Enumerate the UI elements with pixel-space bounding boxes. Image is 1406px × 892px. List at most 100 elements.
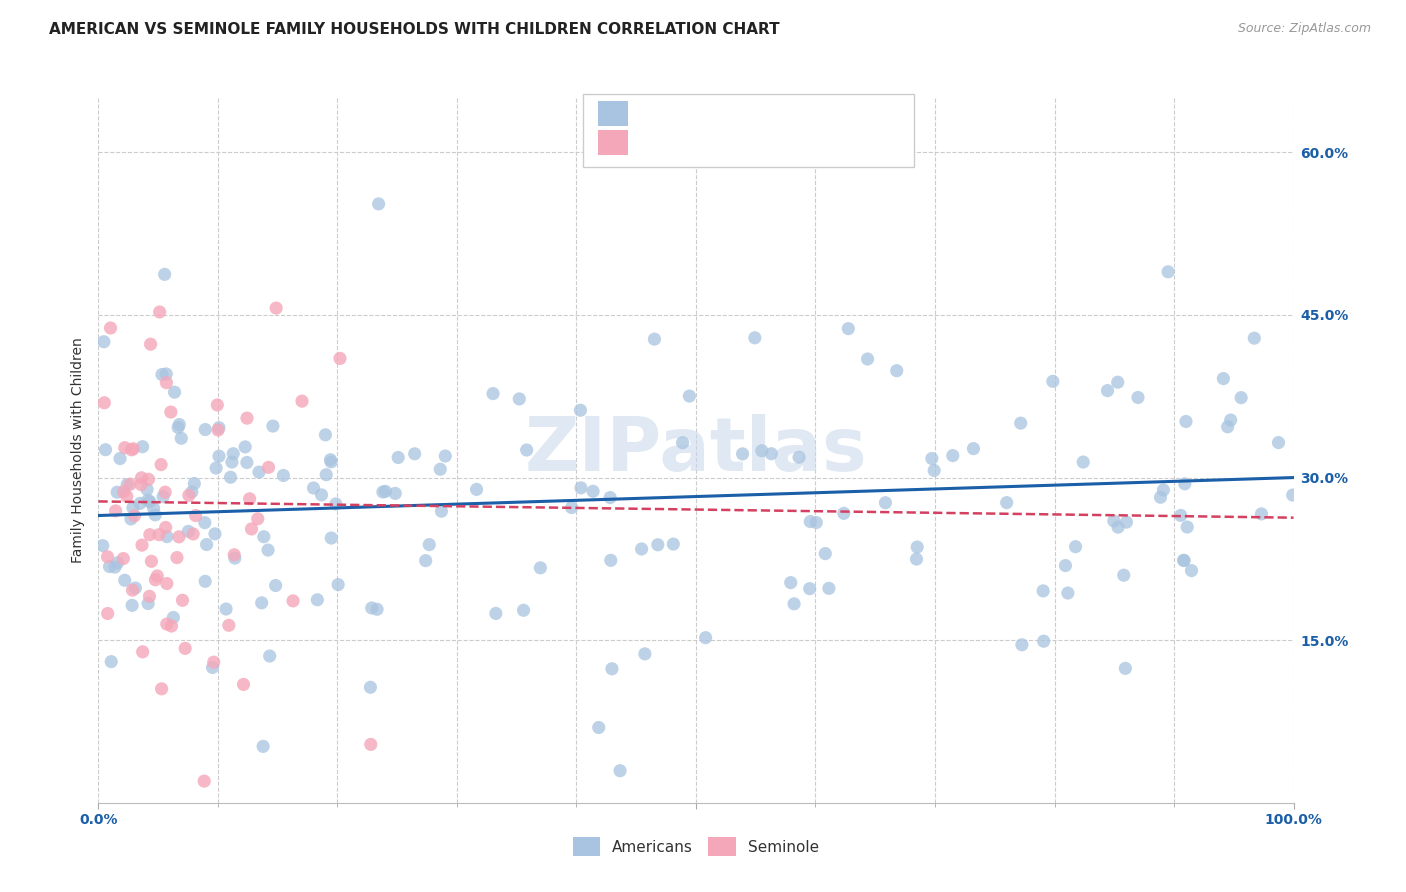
Point: [121, 442, 143, 457]
Point: [1174, 476, 1197, 491]
Point: [321, 531, 343, 545]
Point: [529, 561, 551, 575]
Point: [647, 538, 669, 552]
Point: [962, 442, 984, 456]
Point: [155, 367, 177, 381]
Point: [150, 368, 173, 382]
Point: [170, 431, 193, 445]
Point: [207, 423, 229, 437]
Point: [744, 331, 766, 345]
Point: [194, 574, 217, 589]
Point: [942, 449, 965, 463]
Point: [1097, 384, 1119, 398]
Point: [1170, 508, 1192, 523]
Point: [761, 447, 783, 461]
Point: [1102, 514, 1125, 528]
Point: [671, 435, 693, 450]
Point: [149, 305, 172, 319]
Point: [169, 417, 191, 432]
Point: [201, 660, 224, 674]
Point: [1173, 553, 1195, 567]
Point: [1243, 331, 1265, 345]
Point: [1219, 413, 1241, 427]
Point: [215, 602, 238, 616]
Point: [224, 551, 246, 566]
Point: [250, 596, 273, 610]
Point: [124, 508, 146, 523]
Point: [832, 507, 855, 521]
Point: [783, 597, 806, 611]
Point: [1032, 634, 1054, 648]
Point: [321, 455, 343, 469]
Point: [1173, 553, 1195, 567]
Point: [131, 645, 153, 659]
Point: [374, 484, 396, 499]
Point: [195, 537, 218, 551]
Point: [366, 602, 388, 616]
Text: R =: R =: [637, 136, 671, 150]
Point: [695, 631, 717, 645]
Text: -0.021: -0.021: [685, 136, 740, 150]
Point: [600, 662, 623, 676]
Point: [252, 739, 274, 754]
Point: [247, 465, 270, 479]
Point: [115, 489, 138, 503]
Point: [142, 501, 165, 516]
Point: [143, 508, 166, 522]
Point: [177, 488, 200, 502]
Point: [799, 515, 821, 529]
Point: [273, 468, 295, 483]
Point: [97, 607, 120, 621]
Point: [1250, 507, 1272, 521]
Point: [167, 530, 190, 544]
Point: [148, 527, 170, 541]
Point: [184, 508, 207, 523]
Point: [1054, 558, 1077, 573]
Point: [115, 477, 138, 491]
Point: [180, 485, 202, 500]
Point: [599, 491, 621, 505]
Legend: Americans, Seminole: Americans, Seminole: [567, 831, 825, 862]
Point: [1149, 490, 1171, 504]
Point: [136, 483, 159, 497]
Point: [131, 440, 153, 454]
Point: [208, 420, 231, 434]
Text: R =: R =: [637, 106, 671, 120]
Point: [193, 774, 215, 789]
Point: [599, 553, 621, 567]
Point: [751, 443, 773, 458]
Point: [139, 337, 162, 351]
Point: [921, 451, 943, 466]
Point: [208, 449, 231, 463]
Point: [136, 597, 159, 611]
Point: [630, 541, 652, 556]
Point: [609, 764, 631, 778]
Point: [100, 321, 122, 335]
Point: [138, 590, 160, 604]
Point: [93, 334, 115, 349]
Point: [264, 578, 287, 592]
Point: [307, 592, 329, 607]
Point: [302, 481, 325, 495]
Point: [367, 197, 389, 211]
Point: [207, 398, 229, 412]
Point: [387, 450, 409, 465]
Point: [152, 490, 174, 504]
Point: [122, 442, 145, 456]
Text: 168: 168: [790, 106, 823, 120]
Point: [875, 496, 897, 510]
Point: [429, 462, 451, 476]
Point: [232, 677, 254, 691]
Point: [91, 539, 114, 553]
Point: [104, 560, 127, 574]
Point: [124, 581, 146, 595]
Point: [183, 476, 205, 491]
Point: [233, 440, 256, 454]
Point: [371, 485, 394, 500]
Point: [311, 488, 333, 502]
Point: [257, 460, 280, 475]
Point: [516, 442, 538, 457]
Point: [120, 512, 142, 526]
Point: [1112, 568, 1135, 582]
Point: [112, 551, 135, 566]
